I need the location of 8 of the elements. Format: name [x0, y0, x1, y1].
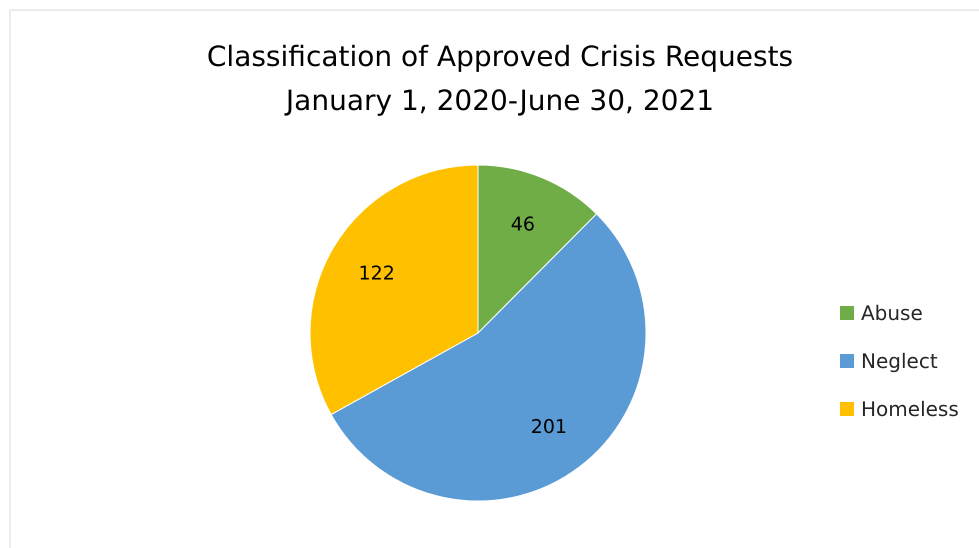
data-label: 122 [358, 262, 395, 284]
chart-subtitle: January 1, 2020-June 30, 2021 [284, 84, 714, 117]
legend-label: Neglect [861, 349, 938, 373]
data-label: 201 [530, 416, 568, 438]
data-label: 46 [510, 213, 535, 236]
legend-label: Abuse [861, 301, 923, 325]
legend-label: Homeless [861, 397, 959, 421]
chart-title: Classification of Approved Crisis Requests [206, 40, 794, 73]
